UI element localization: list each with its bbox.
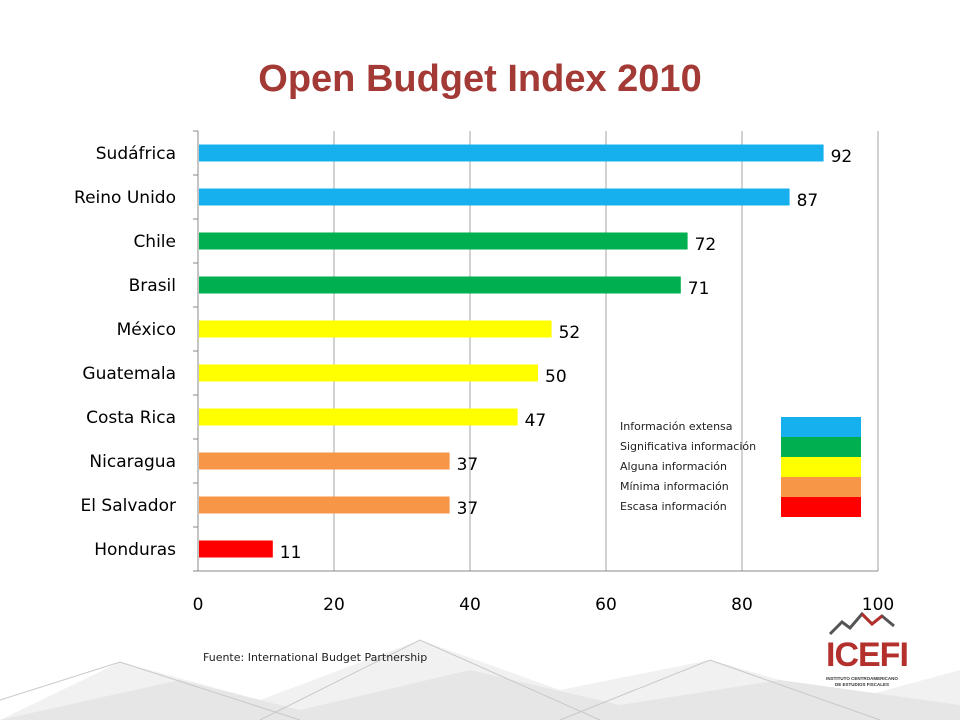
data-label: 11 bbox=[280, 543, 302, 563]
bar bbox=[199, 496, 450, 514]
slide-title: Open Budget Index 2010 bbox=[258, 58, 702, 100]
x-tick-label: 100 bbox=[862, 595, 894, 615]
data-label: 87 bbox=[797, 191, 819, 211]
legend-label: Escasa información bbox=[620, 500, 727, 513]
category-label: Honduras bbox=[94, 540, 176, 560]
data-label: 47 bbox=[525, 411, 547, 431]
data-label: 37 bbox=[457, 499, 479, 519]
legend-swatch bbox=[781, 417, 861, 437]
bar bbox=[199, 540, 273, 558]
category-label: El Salvador bbox=[81, 496, 176, 516]
data-label: 52 bbox=[559, 323, 581, 343]
mountain-icon bbox=[828, 611, 895, 636]
legend-swatch bbox=[781, 457, 861, 477]
legend-label: Significativa información bbox=[620, 440, 757, 453]
legend: Información extensa Significativa inform… bbox=[620, 417, 861, 517]
data-label: 71 bbox=[688, 279, 710, 299]
legend-swatch bbox=[781, 437, 861, 457]
legend-item: Significativa información bbox=[620, 437, 861, 457]
category-label: Brasil bbox=[129, 276, 176, 296]
x-tick-label: 40 bbox=[459, 595, 481, 615]
data-label: 92 bbox=[831, 147, 853, 167]
icefi-logo: ICEFI INSTITUTO CENTROAMERICANO DE ESTUD… bbox=[826, 608, 909, 700]
legend-swatch bbox=[781, 477, 861, 497]
logo-subtext: INSTITUTO CENTROAMERICANO DE ESTUDIOS FI… bbox=[826, 676, 898, 687]
x-tick-label: 60 bbox=[595, 595, 617, 615]
x-tick-label: 0 bbox=[193, 595, 204, 615]
bar bbox=[199, 144, 824, 162]
category-label: Costa Rica bbox=[86, 408, 176, 428]
legend-item: Información extensa bbox=[620, 417, 861, 437]
data-label: 37 bbox=[457, 455, 479, 475]
data-label: 72 bbox=[695, 235, 717, 255]
logo-wordmark: ICEFI bbox=[826, 636, 909, 674]
category-label: Sudáfrica bbox=[96, 144, 176, 164]
category-label: Guatemala bbox=[82, 364, 176, 384]
labels: 0 20 40 60 80 100 Sudáfrica 92 Reino Unido 87 Chil… bbox=[74, 144, 894, 615]
bar bbox=[199, 452, 450, 470]
x-tick-label: 80 bbox=[731, 595, 753, 615]
category-label: Reino Unido bbox=[74, 188, 176, 208]
source-note: Fuente: International Budget Partnership bbox=[203, 651, 428, 664]
legend-item: Alguna información bbox=[620, 457, 861, 477]
bar bbox=[199, 364, 538, 382]
legend-label: Alguna información bbox=[620, 460, 727, 473]
legend-item: Escasa información bbox=[620, 497, 861, 517]
bar bbox=[199, 188, 790, 206]
x-tick-label: 20 bbox=[323, 595, 345, 615]
category-label: Nicaragua bbox=[89, 452, 176, 472]
legend-label: Información extensa bbox=[620, 420, 733, 433]
legend-label: Mínima información bbox=[620, 480, 729, 493]
legend-item: Mínima información bbox=[620, 477, 861, 497]
bar bbox=[199, 408, 518, 426]
bar bbox=[199, 320, 552, 338]
legend-swatch bbox=[781, 497, 861, 517]
category-label: Chile bbox=[133, 232, 176, 252]
bar bbox=[199, 276, 681, 294]
bar bbox=[199, 232, 688, 250]
data-label: 50 bbox=[545, 367, 567, 387]
bars bbox=[199, 144, 824, 558]
category-label: México bbox=[117, 320, 176, 340]
